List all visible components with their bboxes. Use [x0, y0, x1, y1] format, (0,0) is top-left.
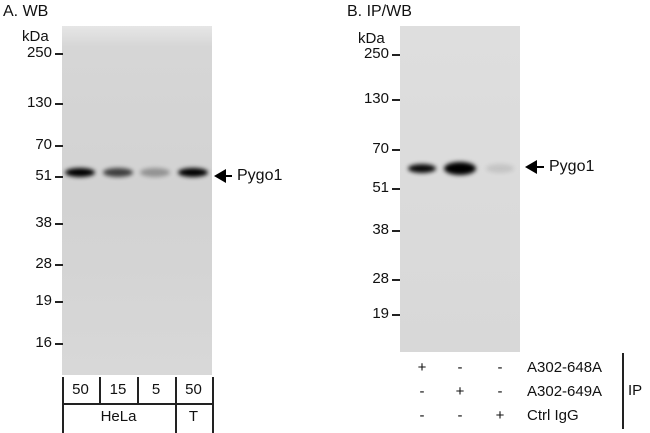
marker-label: 51 [372, 179, 389, 196]
ip-antibody-label: A302-649A [527, 383, 603, 400]
marker-tick [55, 103, 63, 105]
ip-antibody-label: Ctrl IgG [527, 407, 579, 424]
band [444, 161, 476, 175]
marker-label: 28 [35, 255, 52, 272]
marker-label: 70 [35, 136, 52, 153]
marker-tick [392, 54, 400, 56]
marker-label: 16 [35, 334, 52, 351]
ip-sign: - [457, 359, 463, 376]
marker-label: 70 [372, 140, 389, 157]
table-divider [212, 377, 214, 433]
marker-label: 28 [372, 270, 389, 287]
marker-tick [392, 149, 400, 151]
table-divider [137, 377, 139, 403]
marker-tick [55, 53, 63, 55]
band [140, 168, 170, 177]
marker-label: 250 [26, 44, 52, 61]
marker-label: 19 [372, 305, 389, 322]
ip-sign: + [495, 407, 505, 424]
marker-label: 250 [363, 45, 389, 62]
table-divider [99, 377, 101, 403]
panel-a-arrow-icon [214, 169, 226, 183]
band [408, 163, 436, 173]
marker-label: 19 [35, 292, 52, 309]
panel-a-arrow-shaft [224, 175, 232, 177]
cell-line-label: HeLa [100, 408, 137, 425]
ip-sign: - [419, 383, 425, 400]
marker-label: 130 [26, 94, 52, 111]
table-divider [62, 403, 213, 405]
panel-b-ip-bracket [622, 353, 624, 429]
marker-tick [392, 188, 400, 190]
ip-sign: - [497, 359, 503, 376]
lane-amount: 15 [109, 381, 127, 398]
ip-antibody-label: A302-648A [527, 359, 603, 376]
ip-sign: - [419, 407, 425, 424]
panel-b-arrow-shaft [535, 166, 544, 168]
ip-sign: + [455, 383, 465, 400]
panel-b-blot [400, 26, 520, 352]
panel-b-title: B. IP/WB [347, 3, 412, 20]
marker-tick [392, 279, 400, 281]
band [178, 168, 208, 177]
marker-tick [55, 145, 63, 147]
marker-tick [392, 99, 400, 101]
cell-line-label: T [188, 408, 199, 425]
lane-amount: 50 [185, 381, 202, 398]
table-divider [62, 377, 64, 433]
table-divider [175, 377, 177, 433]
marker-tick [392, 230, 400, 232]
panel-b-target-label: Pygo1 [549, 158, 595, 175]
marker-tick [55, 176, 63, 178]
marker-tick [392, 314, 400, 316]
panel-a-title: A. WB [3, 3, 49, 20]
marker-tick [55, 301, 63, 303]
panel-b-kda-label: kDa [358, 30, 385, 47]
lane-amount: 50 [72, 381, 89, 398]
ip-sign: + [417, 359, 427, 376]
panel-a-kda-label: kDa [22, 28, 49, 45]
marker-label: 38 [372, 221, 389, 238]
band [486, 163, 514, 173]
panel-b-ip-label: IP [628, 382, 643, 399]
panel-b-arrow-icon [525, 160, 537, 174]
band [103, 168, 133, 177]
marker-tick [55, 343, 63, 345]
marker-label: 51 [35, 167, 52, 184]
lane-amount: 5 [151, 381, 161, 398]
panel-a-blot [62, 26, 212, 375]
marker-label: 130 [363, 90, 389, 107]
band [65, 168, 95, 177]
ip-sign: - [497, 383, 503, 400]
ip-sign: - [457, 407, 463, 424]
marker-label: 38 [35, 214, 52, 231]
marker-tick [55, 223, 63, 225]
marker-tick [55, 264, 63, 266]
panel-a-target-label: Pygo1 [237, 167, 283, 184]
